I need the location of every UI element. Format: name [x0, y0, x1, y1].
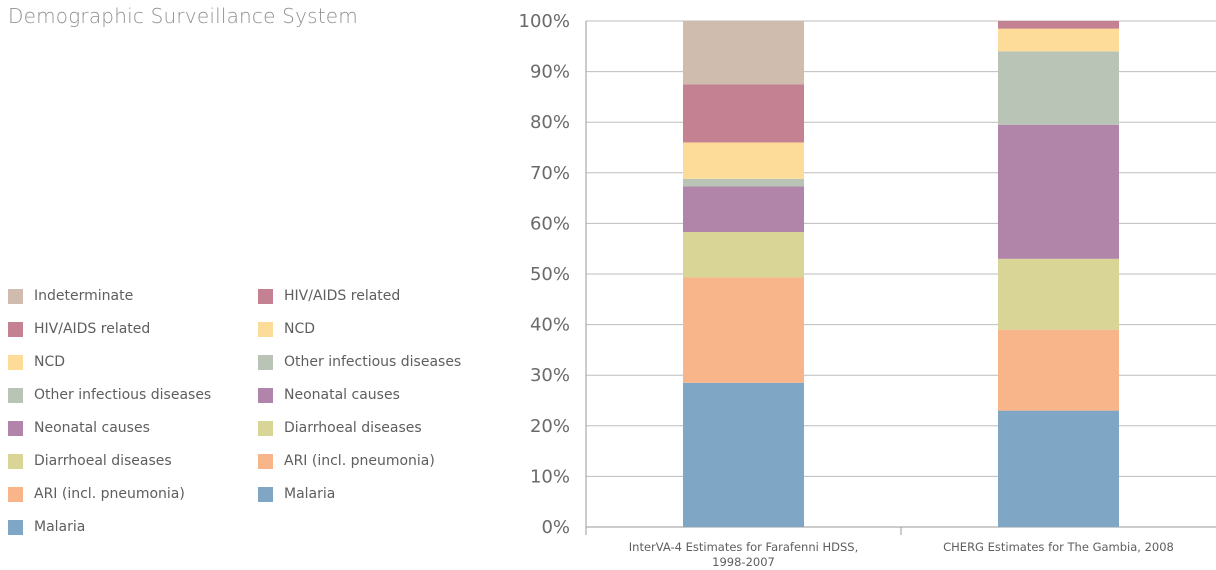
y-tick-label: 0%: [541, 517, 570, 538]
bar-segment-malaria: [683, 382, 804, 527]
bar-segment-other-infectious-diseases: [998, 51, 1119, 125]
legend-label: Other infectious diseases: [284, 354, 462, 370]
bar-segment-malaria: [998, 410, 1119, 527]
y-tick-label: 10%: [530, 466, 570, 487]
page-title: Demographic Surveillance System: [8, 4, 358, 28]
legend-label: ARI (incl. pneumonia): [284, 453, 435, 469]
legend-swatch: [8, 289, 23, 304]
legend-label: Malaria: [34, 519, 86, 535]
legend-label: Neonatal causes: [34, 420, 150, 436]
y-tick-label: 90%: [530, 62, 570, 83]
y-tick-label: 30%: [530, 365, 570, 386]
bar-segment-ncd: [998, 28, 1119, 52]
legend-swatch: [8, 454, 23, 469]
bar-segment-ari-incl-pneumonia: [998, 329, 1119, 411]
legend-label: Diarrhoeal diseases: [34, 453, 172, 469]
bar-segment-ncd: [683, 142, 804, 179]
bar-segment-ari-incl-pneumonia: [683, 277, 804, 383]
bar-segment-diarrhoeal-diseases: [998, 258, 1119, 330]
y-tick-label: 20%: [530, 416, 570, 437]
x-category-label-line: CHERG Estimates for The Gambia, 2008: [943, 540, 1174, 554]
legend-swatch: [258, 454, 273, 469]
y-tick-label: 40%: [530, 315, 570, 336]
y-tick-label: 60%: [530, 213, 570, 234]
y-tick-label: 80%: [530, 112, 570, 133]
y-tick-label: 70%: [530, 163, 570, 184]
legend-label: NCD: [34, 354, 66, 370]
y-tick-label: 50%: [530, 264, 570, 285]
x-category-label-line: InterVA-4 Estimates for Farafenni HDSS,: [629, 540, 858, 554]
legend-swatch: [258, 355, 273, 370]
bar-segment-hiv-aids-related: [998, 21, 1119, 29]
bar-segment-neonatal-causes: [683, 186, 804, 233]
legend-swatch: [258, 289, 273, 304]
legend-label: HIV/AIDS related: [34, 321, 151, 337]
chart-legend: Indeterminate HIV/AIDS related NCD Other in…: [8, 286, 478, 556]
x-category-label-line: 1998-2007: [712, 555, 775, 569]
bar-segment-indeterminate: [683, 21, 804, 85]
bar-segment-neonatal-causes: [998, 124, 1119, 259]
legend-label: Diarrhoeal diseases: [284, 420, 422, 436]
legend-swatch: [8, 322, 23, 337]
legend-label: Malaria: [284, 486, 336, 502]
legend-label: Indeterminate: [34, 288, 134, 304]
bar-segment-other-infectious-diseases: [683, 178, 804, 187]
legend-label: ARI (incl. pneumonia): [34, 486, 185, 502]
legend-swatch: [258, 322, 273, 337]
legend-label: Other infectious diseases: [34, 387, 212, 403]
bar-segment-diarrhoeal-diseases: [683, 232, 804, 278]
legend-swatch: [8, 520, 23, 535]
legend-swatch: [8, 388, 23, 403]
bar-segment-hiv-aids-related: [683, 84, 804, 143]
legend-swatch: [8, 421, 23, 436]
legend-swatch: [258, 487, 273, 502]
legend-label: HIV/AIDS related: [284, 288, 401, 304]
legend-swatch: [258, 421, 273, 436]
x-category-label: InterVA-4 Estimates for Farafenni HDSS, 1…: [629, 540, 858, 569]
legend-swatch: [258, 388, 273, 403]
stacked-bar-chart: 0% 10% 20% 30% 40% 50% 60% 70% 80% 90% 100% InterVA…: [519, 11, 1216, 569]
legend-label: Neonatal causes: [284, 387, 400, 403]
y-tick-label: 100%: [519, 11, 570, 32]
legend-swatch: [8, 487, 23, 502]
legend-label: NCD: [284, 321, 316, 337]
x-category-label: CHERG Estimates for The Gambia, 2008: [943, 540, 1174, 554]
legend-swatch: [8, 355, 23, 370]
